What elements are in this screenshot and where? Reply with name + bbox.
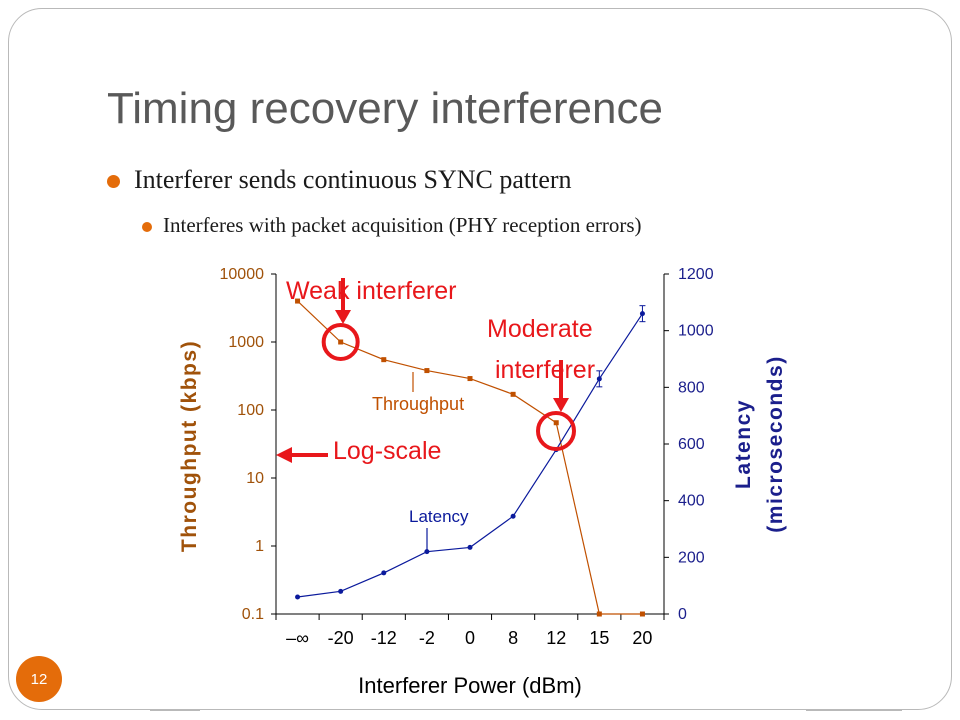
bullet-text: Interferer sends continuous SYNC pattern	[134, 165, 572, 194]
throughput-point	[424, 368, 430, 374]
left-tick-label: 1	[255, 538, 264, 555]
latency-point	[467, 544, 473, 550]
throughput-point	[338, 339, 344, 345]
x-tick-label: -12	[371, 628, 397, 648]
throughput-point	[553, 420, 559, 426]
latency-point	[295, 594, 301, 600]
bullet-item: Interferer sends continuous SYNC pattern	[107, 165, 572, 195]
left-tick-label: 10	[246, 470, 264, 487]
left-tick-label: 100	[237, 402, 264, 419]
x-tick-label: –∞	[286, 628, 309, 648]
right-tick-label: 200	[678, 549, 705, 566]
right-tick-label: 600	[678, 436, 705, 453]
bullet-dot-icon	[142, 222, 152, 232]
right-tick-label: 0	[678, 606, 687, 623]
right-tick-label: 1200	[678, 266, 714, 283]
latency-point	[510, 513, 516, 519]
x-tick-label: 12	[546, 628, 566, 648]
throughput-point	[381, 357, 387, 363]
left-tick-label: 10000	[220, 266, 265, 283]
latency-series-label: Latency	[409, 507, 469, 526]
log-scale-arrow-head	[276, 447, 292, 463]
slide-title: Timing recovery interference	[107, 84, 663, 133]
left-y-axis-title: Throughput (kbps)	[178, 340, 201, 552]
x-axis-title: Interferer Power (dBm)	[358, 673, 582, 698]
throughput-point	[596, 611, 602, 617]
moderate-interferer-annotation-line2: interferer	[495, 356, 595, 384]
throughput-point	[295, 298, 301, 304]
throughput-point	[467, 376, 473, 382]
right-tick-label: 400	[678, 493, 705, 510]
right-y-axis-title-line1: Latency	[732, 399, 755, 489]
throughput-point	[510, 391, 516, 397]
weak-interferer-annotation: Weak interferer	[286, 277, 456, 305]
throughput-series-label: Throughput	[372, 394, 464, 414]
moderate-interferer-highlight-circle	[536, 411, 576, 451]
throughput-point	[639, 611, 645, 617]
bullet-dot-icon	[107, 175, 120, 188]
sub-bullet-item: Interferes with packet acquisition (PHY …	[142, 213, 642, 238]
latency-point	[424, 549, 430, 555]
right-y-axis-title-line2: (microseconds)	[764, 355, 787, 532]
page-number-badge: 12	[16, 656, 62, 702]
x-tick-label: 15	[589, 628, 609, 648]
x-tick-label: 0	[465, 628, 475, 648]
x-tick-label: -20	[328, 628, 354, 648]
slide-frame	[8, 8, 952, 710]
weak-interferer-highlight-circle	[321, 323, 360, 361]
left-tick-label: 1000	[228, 334, 264, 351]
x-tick-label: -2	[419, 628, 435, 648]
x-tick-label: 8	[508, 628, 518, 648]
right-tick-label: 1000	[678, 323, 714, 340]
right-tick-label: 800	[678, 379, 705, 396]
moderate-interferer-annotation-line1: Moderate	[487, 315, 593, 343]
footer-line-left	[150, 709, 200, 711]
latency-point	[338, 588, 344, 594]
footer-line-right	[806, 709, 902, 711]
sub-bullet-text: Interferes with packet acquisition (PHY …	[163, 213, 642, 237]
log-scale-annotation: Log-scale	[333, 437, 441, 465]
left-tick-label: 0.1	[242, 606, 264, 623]
latency-point	[381, 570, 387, 576]
x-tick-label: 20	[632, 628, 652, 648]
weak-interferer-arrow-head	[335, 310, 351, 324]
moderate-interferer-arrow-head	[553, 398, 569, 412]
